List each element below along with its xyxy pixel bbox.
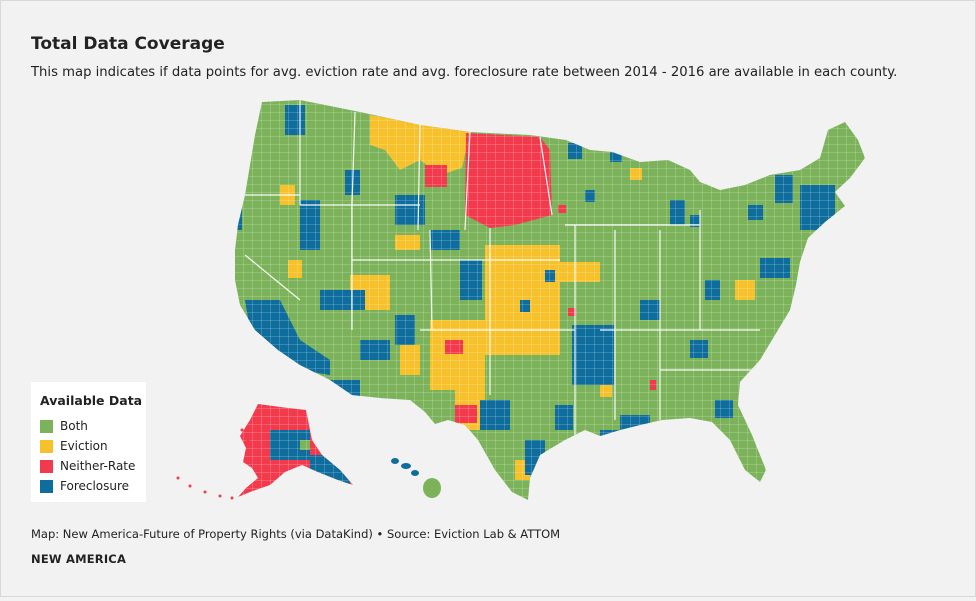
map-subtitle: This map indicates if data points for av… bbox=[31, 65, 898, 80]
legend-item-foreclosure: Foreclosure bbox=[40, 479, 129, 493]
aleutian-islands bbox=[176, 428, 250, 500]
legend-title: Available Data bbox=[40, 393, 143, 408]
legend-swatch-foreclosure bbox=[40, 479, 53, 493]
legend-label-foreclosure: Foreclosure bbox=[60, 479, 130, 493]
legend-item-neither-rate: Neither-Rate bbox=[40, 459, 135, 473]
brand-logo-text: NEW AMERICA bbox=[31, 552, 127, 566]
legend: Available Data Both Eviction Neither-Rat… bbox=[31, 382, 146, 502]
alaska-counties bbox=[238, 404, 353, 497]
legend-swatch-eviction bbox=[40, 439, 53, 453]
legend-label-both: Both bbox=[60, 419, 88, 433]
legend-label-neither-rate: Neither-Rate bbox=[60, 459, 136, 473]
legend-swatch-neither-rate bbox=[40, 459, 53, 473]
lower-48-counties bbox=[235, 100, 865, 500]
legend-swatch-both bbox=[40, 419, 53, 433]
map-title: Total Data Coverage bbox=[31, 34, 225, 54]
hawaii-islands bbox=[391, 458, 441, 498]
legend-item-eviction: Eviction bbox=[40, 439, 108, 453]
legend-label-eviction: Eviction bbox=[60, 439, 108, 453]
source-credit: Map: New America-Future of Property Righ… bbox=[31, 527, 561, 541]
legend-item-both: Both bbox=[40, 419, 88, 433]
